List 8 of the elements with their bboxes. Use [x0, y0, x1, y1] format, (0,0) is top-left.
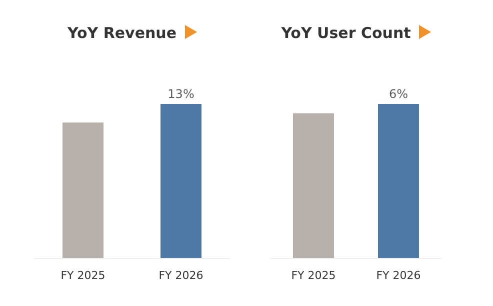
- x-tick-label: FY 2026: [158, 269, 204, 282]
- x-tick-label: FY 2026: [376, 269, 421, 282]
- chart-title: YoY Revenue: [67, 24, 177, 42]
- annotation: 13%: [168, 87, 194, 101]
- chart-title: YoY User Count: [281, 24, 411, 42]
- x-tick-label: FY 2025: [60, 269, 106, 282]
- annotation: 6%: [388, 87, 408, 101]
- x-tick-label: FY 2025: [291, 269, 336, 282]
